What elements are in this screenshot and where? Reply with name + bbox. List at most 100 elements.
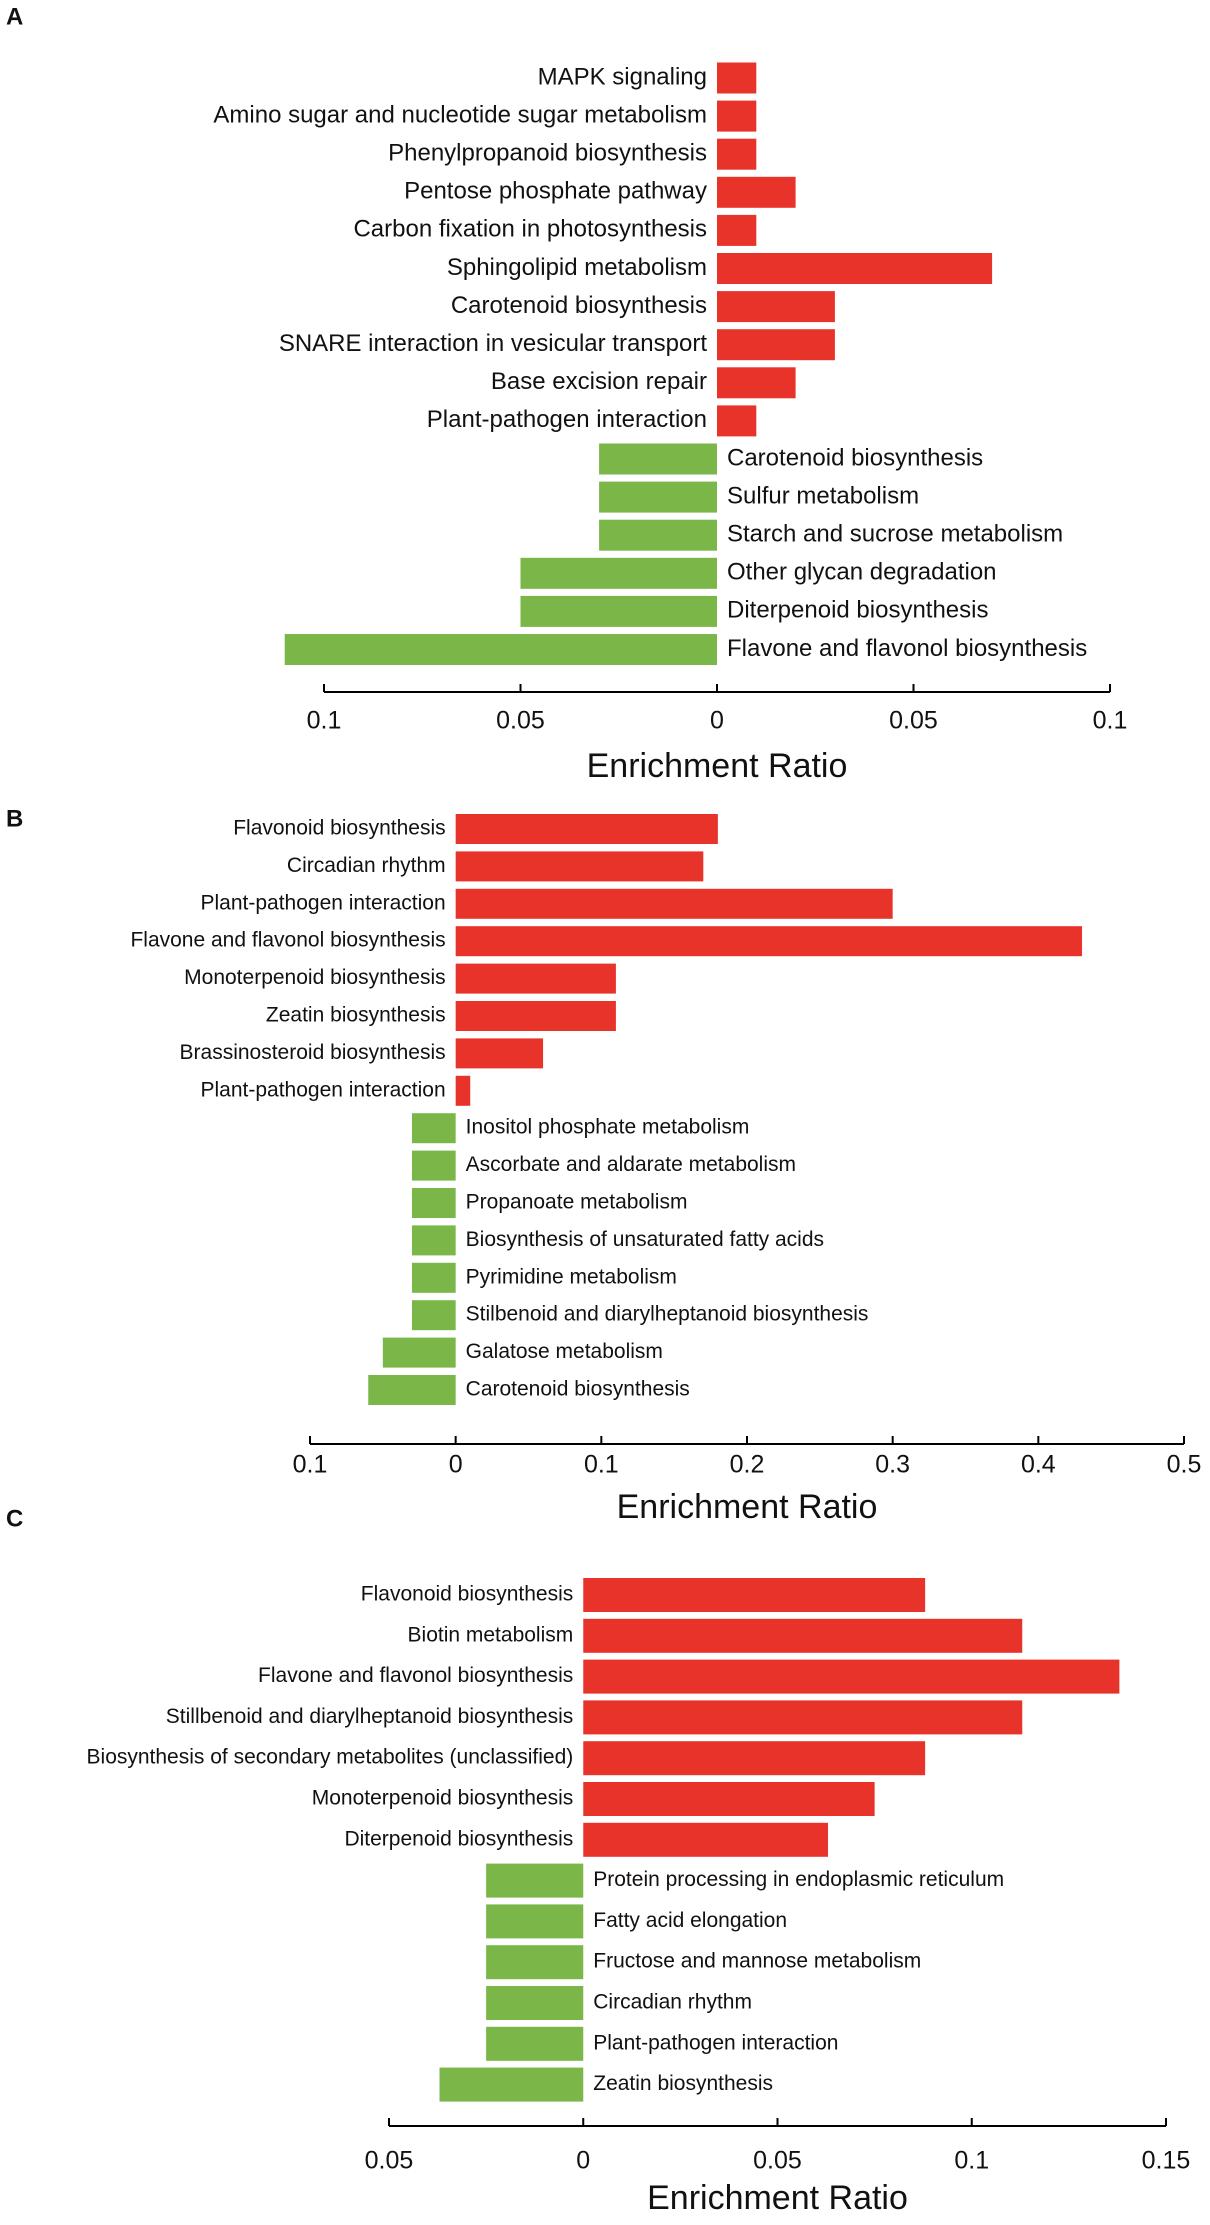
category-label: Circadian rhythm — [287, 854, 446, 877]
category-label: Phenylpropanoid biosynthesis — [388, 140, 707, 167]
bar — [411, 1262, 456, 1293]
category-label: Biosynthesis of unsaturated fatty acids — [466, 1228, 824, 1251]
x-axis-title: Enrichment Ratio — [587, 747, 848, 785]
bar — [717, 405, 757, 437]
bar — [455, 851, 704, 882]
category-label: Flavonoid biosynthesis — [361, 1583, 573, 1606]
bar — [599, 481, 717, 513]
category-label: Biotin metabolism — [408, 1623, 574, 1646]
category-label: Stillbenoid and diarylheptanoid biosynth… — [166, 1705, 573, 1728]
x-tick-label: 0.5 — [1167, 1451, 1202, 1479]
bar — [439, 2067, 584, 2102]
bar — [411, 1150, 456, 1181]
bar — [583, 1700, 1023, 1735]
category-label: Pyrimidine metabolism — [466, 1265, 677, 1288]
category-label: Starch and sucrose metabolism — [727, 521, 1063, 548]
x-tick-label: 0.4 — [1021, 1451, 1056, 1479]
category-label: Carotenoid biosynthesis — [727, 444, 983, 471]
category-label: Monoterpenoid biosynthesis — [312, 1787, 574, 1810]
x-tick-label: 0.1 — [307, 707, 342, 735]
bar — [717, 291, 835, 323]
x-tick-label: 0 — [449, 1451, 463, 1479]
bar — [583, 1741, 926, 1776]
category-label: Pentose phosphate pathway — [404, 178, 707, 205]
bar — [486, 1904, 584, 1939]
x-tick-label: 0.3 — [875, 1451, 910, 1479]
bar — [411, 1188, 456, 1218]
bar — [455, 1001, 616, 1031]
category-label: Stilbenoid and diarylheptanoid biosynthe… — [466, 1303, 869, 1326]
category-label: Sphingolipid metabolism — [447, 254, 707, 281]
x-tick-label: 0.1 — [293, 1451, 328, 1479]
category-label: Biosynthesis of secondary metabolites (u… — [87, 1746, 574, 1769]
bar — [583, 1659, 1120, 1694]
x-tick-label: 0.1 — [954, 2147, 989, 2175]
category-label: Circadian rhythm — [593, 1991, 752, 2014]
category-label: Ascorbate and aldarate metabolism — [466, 1153, 796, 1176]
x-tick-label: 0.05 — [889, 707, 938, 735]
bar — [455, 888, 893, 919]
bar — [599, 443, 717, 475]
category-label: Flavone and flavonol biosynthesis — [130, 929, 445, 952]
bar — [455, 926, 1083, 957]
category-label: Plant-pathogen interaction — [427, 406, 707, 433]
x-tick-label: 0.05 — [753, 2147, 802, 2175]
category-label: Propanoate metabolism — [466, 1191, 688, 1214]
x-tick-label: 0.1 — [584, 1451, 619, 1479]
category-label: Galatose metabolism — [466, 1340, 663, 1363]
x-tick-label: 0.1 — [1093, 707, 1128, 735]
bar — [411, 1225, 456, 1256]
x-tick-label: 0 — [576, 2147, 590, 2175]
category-label: Other glycan degradation — [727, 559, 997, 586]
bar — [486, 1863, 584, 1898]
x-tick-label: 0.2 — [730, 1451, 765, 1479]
category-label: Plant-pathogen interaction — [593, 2031, 838, 2054]
panel-letter: B — [6, 805, 23, 832]
category-label: Zeatin biosynthesis — [593, 2072, 773, 2095]
category-label: Plant-pathogen interaction — [200, 891, 445, 914]
bar — [411, 1113, 456, 1144]
bar — [455, 963, 616, 994]
bar — [717, 253, 993, 284]
bar — [717, 62, 757, 94]
bar — [717, 100, 757, 132]
category-label: Monoterpenoid biosynthesis — [184, 966, 446, 989]
category-label: Diterpenoid biosynthesis — [344, 1827, 573, 1850]
bar — [520, 595, 717, 627]
bar — [717, 367, 796, 399]
category-label: Zeatin biosynthesis — [266, 1004, 446, 1027]
category-label: Brassinosteroid biosynthesis — [180, 1041, 446, 1064]
category-label: Diterpenoid biosynthesis — [727, 597, 988, 624]
category-label: Sulfur metabolism — [727, 482, 919, 509]
bar — [486, 1945, 584, 1980]
bar — [583, 1822, 829, 1857]
x-tick-label: 0 — [710, 707, 724, 735]
category-label: Carbon fixation in photosynthesis — [353, 216, 707, 243]
category-label: Carotenoid biosynthesis — [451, 292, 707, 319]
category-label: Flavonoid biosynthesis — [233, 817, 445, 840]
category-label: Inositol phosphate metabolism — [466, 1116, 750, 1139]
bar — [717, 176, 796, 208]
bar — [486, 2026, 584, 2061]
category-label: MAPK signaling — [538, 63, 707, 90]
bar — [368, 1375, 456, 1405]
bar — [583, 1782, 875, 1816]
bar — [717, 214, 757, 246]
bar — [455, 814, 718, 844]
category-label: Fructose and mannose metabolism — [593, 1950, 921, 1973]
panel-letter: C — [6, 1505, 23, 1532]
category-label: SNARE interaction in vesicular transport — [279, 330, 708, 357]
x-axis-title: Enrichment Ratio — [617, 1488, 878, 1526]
category-label: Carotenoid biosynthesis — [466, 1378, 690, 1401]
category-label: Flavone and flavonol biosynthesis — [727, 635, 1087, 662]
category-label: Plant-pathogen interaction — [200, 1078, 445, 1101]
category-label: Base excision repair — [491, 368, 707, 395]
bar — [411, 1300, 456, 1331]
panel-letter: A — [6, 3, 23, 30]
x-tick-label: 0.15 — [1142, 2147, 1191, 2175]
x-tick-label: 0.05 — [496, 707, 545, 735]
x-axis-title: Enrichment Ratio — [647, 2179, 908, 2217]
x-tick-label: 0.05 — [365, 2147, 414, 2175]
